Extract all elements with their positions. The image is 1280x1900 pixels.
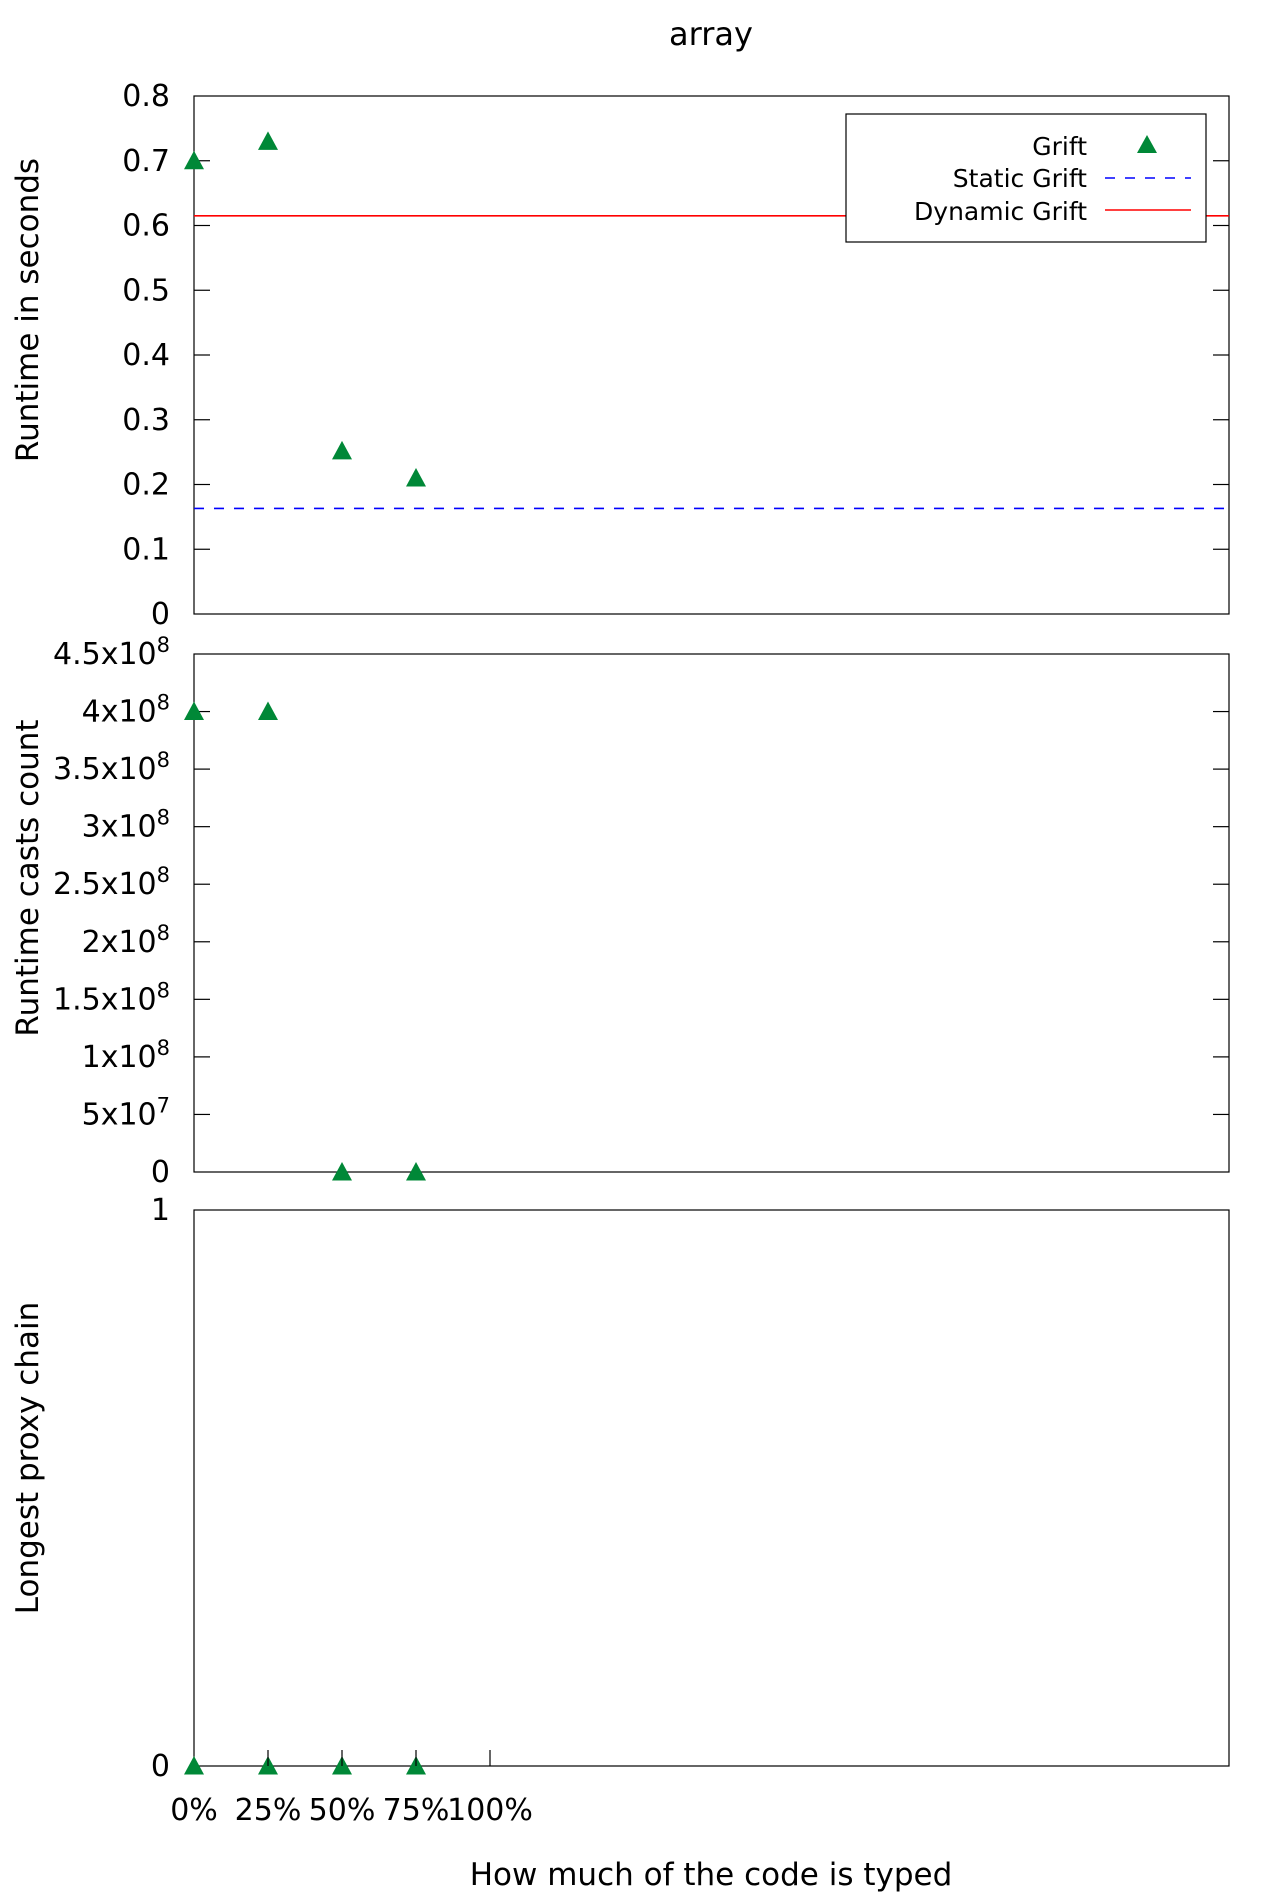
- proxy-chain-plot-frame: [193, 1209, 1230, 1767]
- runtime-y-tick-label: 0.2: [122, 468, 170, 503]
- casts-y-tick-label: 1.5x108: [53, 978, 170, 1017]
- proxy-chain-y-tick-label: 1: [151, 1193, 170, 1228]
- x-ticks: 0% 25% 50% 75%100%: [170, 1750, 533, 1828]
- x-tick-label: 75%: [383, 1793, 450, 1828]
- runtime-y-tick-label: 0.3: [122, 403, 170, 438]
- runtime-grift-point: [332, 440, 352, 460]
- proxy-chain-panel: Longest proxy chain 01 0% 25% 50% 75%100%: [10, 1193, 1230, 1828]
- x-tick-label: 100%: [447, 1793, 533, 1828]
- runtime-y-tick-label: 0.4: [122, 338, 170, 373]
- casts-grift-point: [258, 701, 278, 721]
- casts-y-tick-label: 0: [151, 1155, 170, 1190]
- legend-label-static-grift: Static Grift: [953, 164, 1087, 193]
- runtime-y-ticks: 0 0.1 0.2 0.3 0.4 0.5 0.6 0.7 0.8: [122, 79, 1229, 632]
- proxy-chain-y-axis-title: Longest proxy chain: [10, 1302, 46, 1615]
- casts-plot-frame: [193, 653, 1230, 1173]
- x-tick-label: 0%: [170, 1793, 218, 1828]
- x-tick-label: 50%: [309, 1793, 376, 1828]
- runtime-points: [184, 131, 426, 487]
- runtime-panel: Runtime in seconds 0 0.1 0.2 0.3 0.4 0.5 0.6 0.…: [10, 79, 1230, 632]
- runtime-y-tick-label: 0.5: [122, 273, 170, 308]
- x-axis-title: How much of the code is typed: [470, 1857, 953, 1893]
- runtime-y-tick-label: 0.7: [122, 144, 170, 179]
- casts-y-axis-title: Runtime casts count: [10, 719, 46, 1036]
- runtime-y-tick-label: 0.1: [122, 532, 170, 567]
- runtime-y-axis-title: Runtime in seconds: [10, 158, 46, 462]
- casts-y-tick-label: 4x108: [82, 691, 170, 730]
- runtime-y-tick-label: 0: [151, 597, 170, 632]
- runtime-grift-point: [406, 468, 426, 487]
- casts-grift-point: [406, 1162, 426, 1181]
- casts-y-tick-label: 5x107: [82, 1093, 170, 1132]
- runtime-grift-point: [258, 131, 278, 150]
- casts-y-tick-label: 2x108: [82, 921, 170, 960]
- casts-grift-point: [332, 1162, 352, 1181]
- x-tick-label: 25%: [235, 1793, 302, 1828]
- runtime-grift-point: [184, 150, 204, 170]
- casts-grift-point: [184, 701, 204, 721]
- legend-marker-grift: [1137, 135, 1157, 153]
- legend-label-dynamic-grift: Dynamic Grift: [914, 197, 1087, 226]
- runtime-lines: [194, 214, 1229, 510]
- proxy-chain-y-tick-label: 0: [151, 1749, 170, 1784]
- casts-panel: Runtime casts count 0 5x107 1x108 1.5x108 2x…: [10, 633, 1230, 1190]
- casts-y-tick-label: 3.5x108: [53, 748, 170, 787]
- runtime-y-tick-label: 0.8: [122, 79, 170, 114]
- legend: Grift Static Grift Dynamic Grift: [845, 113, 1207, 243]
- runtime-y-tick-label: 0.6: [122, 209, 170, 244]
- casts-y-tick-label: 2.5x108: [53, 863, 170, 902]
- casts-y-tick-label: 3x108: [82, 806, 170, 845]
- casts-y-tick-label: 1x108: [82, 1036, 170, 1075]
- proxy-chain-y-ticks: 01: [151, 1193, 170, 1784]
- proxy-chain-grift-point: [184, 1756, 204, 1775]
- casts-points: [184, 701, 426, 1181]
- proxy-chain-points: [184, 1756, 426, 1775]
- chart-title: array: [669, 15, 753, 53]
- casts-y-ticks: 0 5x107 1x108 1.5x108 2x108 2.5x108 3x108 3.5x1…: [53, 633, 1229, 1190]
- casts-y-tick-label: 4.5x108: [53, 633, 170, 672]
- legend-label-grift: Grift: [1032, 132, 1087, 161]
